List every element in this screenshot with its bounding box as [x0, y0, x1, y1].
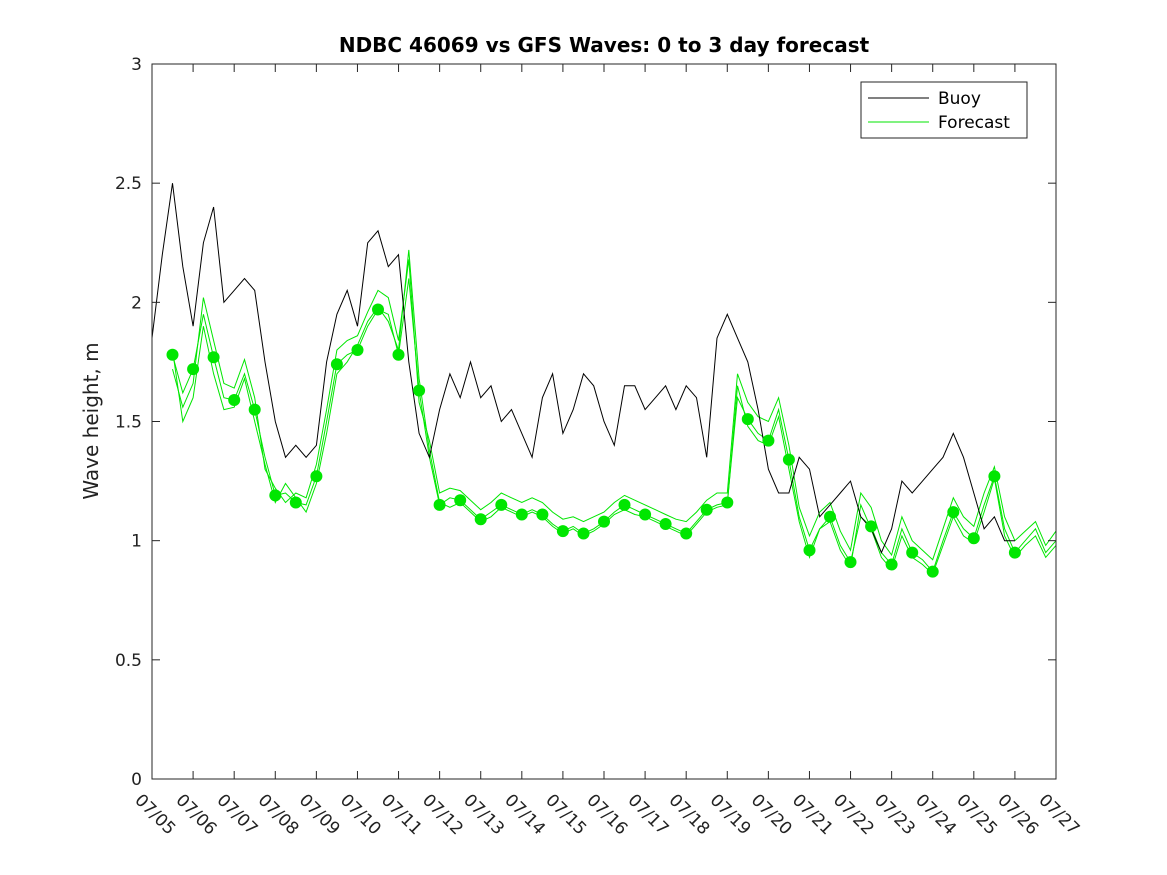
forecast-point	[741, 413, 754, 426]
forecast-point	[926, 565, 939, 578]
forecast-point	[721, 496, 734, 509]
x-tick-label: 07/17	[624, 790, 673, 839]
y-tick-label: 1	[131, 532, 142, 552]
legend-forecast-label: Forecast	[938, 113, 1010, 133]
forecast-point	[495, 498, 508, 511]
forecast-point	[536, 508, 549, 521]
y-tick-label: 3	[131, 55, 142, 75]
forecast-run-line-1	[172, 278, 1057, 573]
forecast-point	[433, 498, 446, 511]
x-tick-label: 07/07	[213, 790, 262, 839]
x-tick-label: 07/06	[172, 790, 221, 839]
forecast-point	[228, 394, 241, 406]
forecast-point	[556, 525, 569, 538]
forecast-point	[351, 344, 364, 356]
forecast-point	[639, 508, 652, 521]
y-tick-label: 2	[131, 293, 142, 313]
x-tick-label: 07/14	[500, 790, 549, 839]
forecast-point	[577, 527, 590, 540]
forecast-point	[392, 348, 405, 361]
forecast-point	[906, 546, 919, 559]
x-tick-label: 07/27	[1034, 790, 1083, 839]
x-tick-label: 07/05	[130, 790, 179, 839]
forecast-point	[618, 498, 631, 511]
x-tick-label: 07/20	[747, 790, 796, 839]
forecast-run-line-2	[172, 259, 1057, 561]
x-tick-label: 07/16	[582, 790, 631, 839]
forecast-point	[782, 453, 795, 466]
x-tick-label: 07/13	[459, 790, 508, 839]
legend-buoy-label: Buoy	[938, 89, 981, 109]
forecast-point	[659, 518, 672, 530]
forecast-point	[515, 508, 528, 521]
legend-box	[860, 81, 1028, 139]
forecast-point	[310, 470, 323, 483]
forecast-point	[947, 506, 960, 519]
forecast-point	[762, 434, 775, 447]
forecast-point	[680, 527, 693, 540]
x-tick-label: 07/18	[665, 790, 714, 839]
forecast-point	[598, 515, 610, 528]
forecast-point	[700, 503, 713, 516]
forecast-points-group	[166, 303, 1021, 578]
x-tick-label: 07/26	[993, 790, 1042, 839]
forecast-point	[988, 470, 1001, 483]
x-tick-label: 07/11	[377, 790, 426, 839]
x-tick-label: 07/09	[295, 790, 344, 839]
x-tick-label: 07/22	[829, 790, 878, 839]
x-tick-label: 07/21	[788, 790, 837, 839]
x-tick-label: 07/08	[254, 790, 303, 839]
forecast-point	[248, 403, 261, 416]
forecast-point	[824, 510, 836, 523]
y-axis: 0 0.5 1 1.5 2 2.5 3	[115, 55, 1056, 790]
forecast-point	[207, 351, 220, 364]
x-tick-label: 07/24	[911, 790, 960, 839]
y-tick-label: 0	[131, 770, 142, 790]
x-tick-label: 07/25	[952, 790, 1001, 839]
forecast-point	[372, 303, 384, 316]
x-tick-label: 07/23	[870, 790, 919, 839]
legend: Buoy Forecast	[860, 81, 1028, 139]
y-axis-label: Wave height, m	[79, 342, 103, 499]
forecast-point	[865, 520, 878, 533]
forecast-point	[269, 489, 282, 502]
forecast-point	[289, 496, 302, 509]
forecast-point	[967, 532, 980, 545]
forecast-point	[166, 348, 179, 361]
forecast-point	[187, 363, 200, 376]
y-tick-label: 2.5	[115, 174, 142, 194]
y-tick-label: 1.5	[115, 413, 142, 433]
forecast-point	[330, 358, 343, 371]
forecast-point	[454, 494, 467, 507]
x-tick-label: 07/12	[418, 790, 467, 839]
plot-area	[151, 63, 1057, 780]
forecast-point	[413, 384, 426, 397]
x-tick-label: 07/19	[706, 790, 755, 839]
forecast-point	[1008, 546, 1021, 559]
chart-title: NDBC 46069 vs GFS Waves: 0 to 3 day fore…	[339, 33, 870, 57]
y-tick-label: 0.5	[115, 651, 142, 671]
forecast-point	[474, 513, 487, 526]
x-tick-label: 07/10	[336, 790, 385, 839]
forecast-point	[885, 558, 898, 571]
x-tick-label: 07/15	[541, 790, 590, 839]
forecast-point	[803, 544, 816, 557]
forecast-point	[844, 556, 857, 569]
